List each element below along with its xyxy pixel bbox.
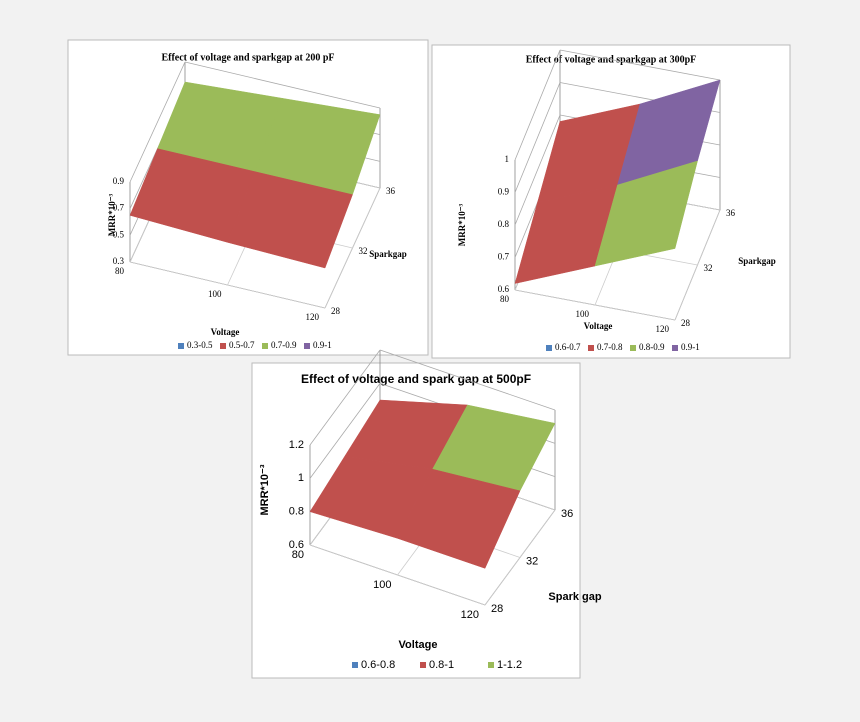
x-tick-label: 120 — [461, 609, 479, 621]
surface-cell — [594, 160, 698, 267]
y-tick-label: 28 — [681, 318, 691, 328]
legend-swatch — [178, 343, 184, 349]
grid-line — [129, 261, 326, 309]
x-tick-label: 120 — [306, 312, 320, 322]
x-tick-label: 100 — [373, 579, 391, 591]
x-tick-label: 120 — [656, 324, 670, 334]
z-tick-label: 0.6 — [289, 539, 304, 551]
legend-label: 0.6-0.8 — [361, 659, 395, 671]
x-tick-label: 100 — [576, 309, 590, 319]
grid-line — [309, 544, 486, 606]
legend-label: 0.6-0.7 — [555, 342, 581, 352]
x-axis-label: Voltage — [211, 327, 240, 337]
z-tick-label: 1 — [298, 472, 304, 484]
legend-label: 0.9-1 — [313, 340, 332, 350]
y-axis-label: Spark gap — [548, 591, 601, 603]
x-axis-label: Voltage — [399, 639, 438, 651]
legend-swatch — [420, 662, 426, 668]
legend-swatch — [352, 662, 358, 668]
z-tick-label: 1 — [505, 154, 510, 164]
z-tick-label: 0.9 — [113, 176, 125, 186]
surface-cell — [227, 171, 353, 269]
legend-swatch — [672, 345, 678, 351]
legend-label: 1-1.2 — [497, 659, 522, 671]
legend-swatch — [588, 345, 594, 351]
legend-label: 0.5-0.7 — [229, 340, 255, 350]
y-tick-label: 32 — [704, 263, 713, 273]
z-tick-label: 1.2 — [289, 439, 304, 451]
legend-label: 0.8-1 — [429, 659, 454, 671]
chart-title: Effect of voltage and sparkgap at 200 pF — [161, 52, 334, 63]
legend-swatch — [630, 345, 636, 351]
z-tick-label: 0.3 — [113, 256, 125, 266]
y-tick-label: 36 — [386, 186, 396, 196]
y-tick-label: 28 — [491, 603, 503, 615]
y-tick-label: 28 — [331, 306, 341, 316]
grid-line — [379, 349, 556, 411]
y-tick-label: 32 — [359, 246, 368, 256]
grid-line — [309, 349, 381, 446]
legend-swatch — [488, 662, 494, 668]
grid-line — [184, 61, 381, 109]
x-axis-label: Voltage — [584, 321, 613, 331]
legend-label: 0.9-1 — [681, 342, 700, 352]
z-tick-label: 0.8 — [498, 219, 510, 229]
z-tick-label: 0.9 — [498, 187, 510, 197]
grid-line — [514, 49, 561, 161]
z-axis-label: MRR*10⁻³ — [457, 203, 467, 246]
chart-panel: Effect of voltage and spark gap at 500pF… — [251, 349, 602, 679]
legend-swatch — [220, 343, 226, 349]
chart-panel: Effect of voltage and sparkgap at 200 pF… — [67, 39, 429, 356]
x-tick-label: 80 — [115, 266, 125, 276]
grid-line — [129, 61, 186, 183]
z-tick-label: 0.6 — [498, 284, 510, 294]
z-tick-label: 0.7 — [113, 203, 125, 213]
grid-line — [514, 289, 676, 321]
legend-swatch — [304, 343, 310, 349]
z-tick-label: 0.7 — [498, 252, 510, 262]
z-axis-label: MRR*10⁻³ — [107, 193, 117, 236]
surface-cell — [397, 468, 521, 569]
legend-swatch — [546, 345, 552, 351]
legend-label: 0.7-0.9 — [271, 340, 297, 350]
legend-label: 0.3-0.5 — [187, 340, 213, 350]
grid-line — [514, 114, 561, 226]
legend-label: 0.8-0.9 — [639, 342, 665, 352]
y-axis-label: Sparkgap — [738, 256, 776, 266]
legend-label: 0.7-0.8 — [597, 342, 623, 352]
y-axis-label: Sparkgap — [369, 249, 407, 259]
z-axis-label: MRR*10⁻³ — [259, 464, 271, 515]
chart-panel: Effect of voltage and sparkgap at 300pF0… — [431, 44, 791, 359]
x-tick-label: 80 — [292, 549, 304, 561]
grid-line — [514, 82, 561, 193]
y-tick-label: 36 — [561, 508, 573, 520]
legend-swatch — [262, 343, 268, 349]
y-tick-label: 32 — [526, 555, 538, 567]
grid-line — [559, 49, 721, 81]
x-tick-label: 80 — [500, 294, 510, 304]
y-tick-label: 36 — [726, 208, 736, 218]
z-tick-label: 0.8 — [289, 506, 304, 518]
grid-line — [309, 383, 381, 479]
chart-title: Effect of voltage and spark gap at 500pF — [301, 372, 531, 386]
x-tick-label: 100 — [208, 289, 222, 299]
z-tick-label: 0.5 — [113, 229, 125, 239]
